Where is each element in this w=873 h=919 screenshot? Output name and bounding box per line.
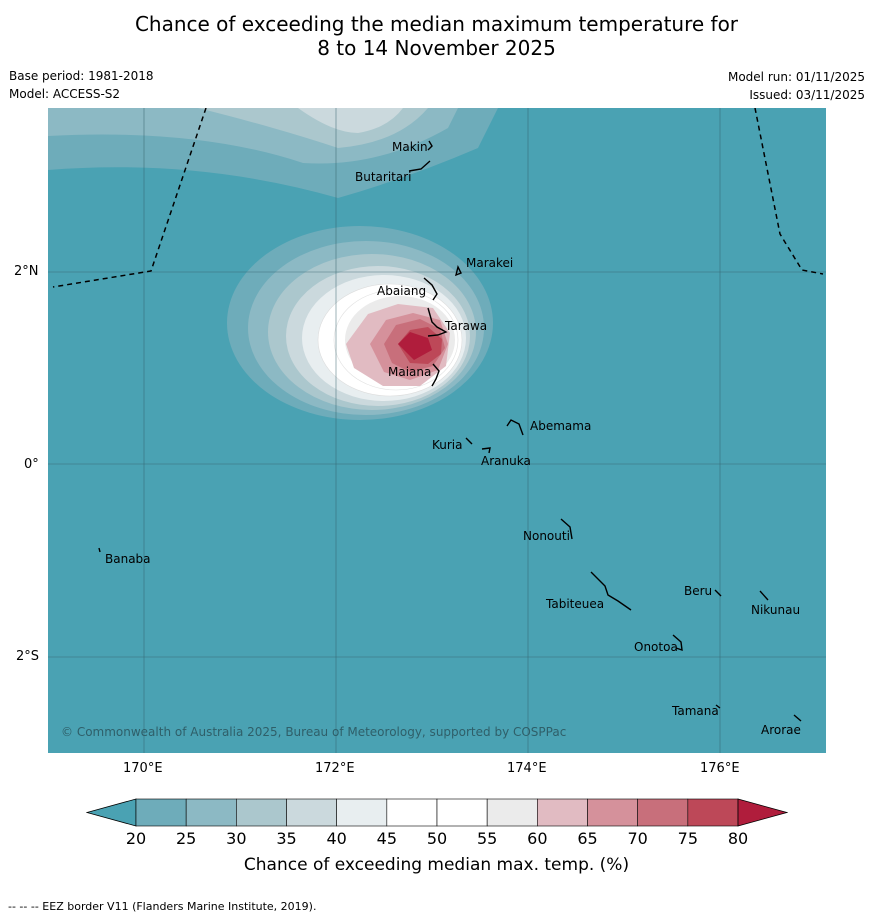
place-label-marakei: Marakei	[466, 256, 513, 270]
place-label-nikunau: Nikunau	[751, 603, 800, 617]
colorbar-tick-label: 20	[125, 829, 147, 848]
model-name: Model: ACCESS-S2	[9, 87, 121, 101]
place-label-banaba: Banaba	[105, 552, 151, 566]
colorbar-tick-label: 25	[175, 829, 197, 848]
colorbar-tick-label: 45	[376, 829, 397, 848]
colorbar-segment	[486, 798, 538, 827]
colorbar-extend-high	[737, 798, 788, 827]
colorbar-segment	[185, 798, 237, 827]
colorbar-segment	[386, 798, 438, 827]
colorbar-tick-label: 55	[476, 829, 498, 848]
colorbar-segment	[587, 798, 638, 827]
colorbar-tick-label: 70	[627, 829, 648, 848]
colorbar-tick-label: 60	[527, 829, 548, 848]
map-panel: Makin Butaritari Marakei Abaiang Tarawa …	[48, 108, 826, 753]
colorbar-segment	[236, 798, 287, 827]
lon-label-172e: 172°E	[315, 761, 355, 776]
lon-label-176e: 176°E	[700, 761, 740, 776]
colorbar	[86, 798, 788, 827]
copyright-notice: © Commonwealth of Australia 2025, Bureau…	[61, 725, 566, 739]
colorbar-segment	[135, 798, 187, 827]
graticule	[48, 108, 826, 753]
colorbar-tick-label: 75	[677, 829, 698, 848]
place-label-arorae: Arorae	[761, 723, 801, 737]
eez-border	[52, 108, 824, 288]
colorbar-segment	[687, 798, 739, 827]
colorbar-segment	[537, 798, 588, 827]
lat-label-2s: 2°S	[16, 649, 40, 664]
place-label-onotoa: Onotoa	[634, 640, 678, 654]
place-labels: Makin Butaritari Marakei Abaiang Tarawa …	[105, 140, 801, 737]
colorbar-tick-label: 65	[577, 829, 598, 848]
lat-label-0: 0°	[24, 457, 39, 472]
colorbar-segment	[336, 798, 388, 827]
map-title: Chance of exceeding the median maximum t…	[0, 12, 873, 60]
place-label-maiana: Maiana	[388, 365, 431, 379]
place-label-abemama: Abemama	[530, 419, 591, 433]
colorbar-tick-label: 35	[276, 829, 297, 848]
place-label-tamana: Tamana	[671, 704, 719, 718]
colorbar-tick-label: 40	[326, 829, 347, 848]
colorbar-tick-label: 30	[226, 829, 247, 848]
lat-label-2n: 2°N	[14, 264, 39, 279]
place-label-nonouti: Nonouti	[523, 529, 570, 543]
eez-legend-note: -- -- -- EEZ border V11 (Flanders Marine…	[8, 900, 317, 913]
temperature-contours	[48, 108, 826, 753]
place-label-tarawa: Tarawa	[444, 319, 487, 333]
lon-label-174e: 174°E	[507, 761, 547, 776]
place-label-makin: Makin	[392, 140, 428, 154]
island-outlines	[98, 140, 802, 722]
colorbar-tick-label: 80	[727, 829, 749, 848]
lon-label-170e: 170°E	[123, 761, 163, 776]
title-line-1: Chance of exceeding the median maximum t…	[134, 12, 739, 36]
colorbar-extend-low	[86, 798, 137, 827]
issued-date: Issued: 03/11/2025	[749, 88, 865, 102]
place-label-beru: Beru	[684, 584, 712, 598]
model-run: Model run: 01/11/2025	[727, 70, 865, 84]
colorbar-label: Chance of exceeding median max. temp. (%…	[243, 855, 630, 875]
place-label-abaiang: Abaiang	[377, 284, 426, 298]
base-period: Base period: 1981-2018	[9, 69, 154, 83]
colorbar-segment	[436, 798, 488, 827]
colorbar-segment	[637, 798, 689, 827]
title-line-2: 8 to 14 November 2025	[317, 36, 556, 60]
colorbar-tick-label: 50	[426, 829, 448, 848]
colorbar-segment	[286, 798, 337, 827]
place-label-aranuka: Aranuka	[481, 454, 531, 468]
place-label-kuria: Kuria	[432, 438, 463, 452]
place-label-butaritari: Butaritari	[355, 170, 412, 184]
place-label-tabiteuea: Tabiteuea	[545, 597, 604, 611]
